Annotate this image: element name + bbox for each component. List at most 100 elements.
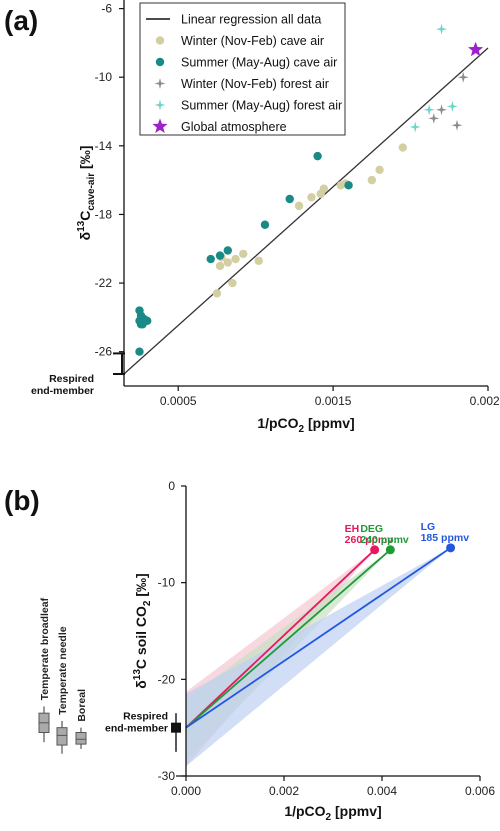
data-point [423, 104, 435, 116]
y-tick-label-a: -10 [95, 70, 113, 84]
series-line-deg [185, 549, 391, 729]
y-tick-label-a: -6 [101, 2, 112, 16]
series-name-label: LG [421, 521, 436, 533]
panel-a: (a) -26 -22 -18 -14 -10 -6 0.0005 0.0015 0.0025 Re… [4, 0, 500, 435]
panel-label-a: (a) [4, 5, 38, 36]
legend-label: Summer (May-Aug) forest air [181, 99, 342, 113]
data-point [254, 256, 263, 265]
x-axis-title-a: 1/pCO2 [ppmv] [257, 415, 354, 435]
data-point [446, 100, 458, 112]
data-point [239, 249, 248, 259]
data-point [215, 261, 225, 271]
legend-swatch [152, 118, 168, 133]
y-tick-label-b: -30 [158, 769, 176, 783]
legend-label: Global atmosphere [181, 120, 287, 134]
biome-label: Temperate broadleaf [39, 597, 51, 700]
y-tick-label-b: 0 [168, 479, 175, 493]
panel-label-b: (b) [4, 485, 40, 516]
series-endpoint-eh [370, 545, 380, 555]
respired-label-b: end-member [105, 723, 168, 735]
legend-label: Summer (May-Aug) cave air [181, 56, 337, 70]
series-a-4 [468, 41, 484, 57]
x-tick-label-b: 0.004 [367, 784, 397, 798]
respired-label-a: end-member [31, 385, 94, 397]
legend-swatch [155, 57, 165, 67]
data-point [398, 143, 408, 152]
series-endpoint-lg [446, 543, 456, 553]
data-point [307, 193, 316, 202]
data-point [468, 41, 484, 57]
biome-box [75, 732, 87, 745]
legend-swatch [155, 36, 165, 45]
x-tick-label-b: 0.000 [171, 784, 201, 798]
data-point [223, 258, 232, 267]
data-point [319, 184, 329, 193]
data-point [135, 347, 144, 356]
series-name-label: DEG [360, 523, 383, 535]
data-point [436, 23, 448, 35]
legend-label: Linear regression all data [181, 13, 321, 27]
series-line-lg [185, 547, 452, 729]
series-line-eh [185, 549, 376, 729]
legend-swatch [154, 78, 166, 89]
series-a-3 [409, 23, 458, 133]
biome-boxplot: Boreal [75, 689, 88, 749]
data-point [436, 104, 448, 116]
series-endpoint-deg [385, 545, 395, 555]
data-point [143, 316, 152, 326]
legend-a: Linear regression all data Winter (Nov-Fe… [139, 2, 346, 136]
series-a-1 [135, 151, 353, 356]
y-tick-label-b: -20 [158, 672, 176, 686]
uncertainty-band-lg [186, 547, 451, 767]
x-tick-label-b: 0.006 [465, 784, 495, 798]
data-point [375, 165, 384, 175]
data-point [215, 251, 225, 260]
respired-label-b: Respired [123, 711, 168, 723]
respired-label-a: Respired [49, 373, 94, 385]
data-point [294, 201, 304, 211]
data-point [231, 254, 240, 264]
data-point [285, 194, 294, 204]
data-point [136, 320, 146, 329]
y-tick-label-b: -10 [158, 576, 176, 590]
data-point [206, 254, 215, 264]
data-point [228, 278, 237, 288]
respired-marker-b [171, 722, 181, 733]
biome-boxplot: Temperate needle [56, 626, 69, 754]
regression-line [123, 47, 489, 375]
series-ppmv-label: 260 ppmv [345, 534, 394, 546]
legend-label: Winter (Nov-Feb) cave air [181, 34, 324, 48]
biome-boxplot: Temperate broadleaf [38, 597, 51, 743]
x-axis-title-b: 1/pCO2 [ppmv] [284, 803, 381, 823]
biome-label: Boreal [76, 689, 88, 722]
y-axis-title-b: δ13C soil CO2 [‰] [132, 573, 153, 688]
series-a-2 [428, 71, 469, 131]
biome-label: Temperate needle [57, 626, 69, 715]
y-tick-label-a: -22 [95, 276, 113, 290]
data-point [428, 112, 440, 124]
data-point [367, 175, 377, 185]
series-a-0 [212, 143, 408, 298]
x-tick-label-b: 0.002 [269, 784, 299, 798]
data-point [260, 220, 270, 229]
y-axis-title-a: δ13Ccave-air [‰] [76, 146, 97, 241]
y-tick-label-a: -18 [95, 207, 113, 221]
series-name-label: EH [345, 523, 360, 535]
legend-swatch [154, 99, 166, 111]
data-point [451, 119, 463, 131]
series-ppmv-label: 185 ppmv [421, 532, 470, 544]
x-tick-label-a: 0.0015 [315, 394, 352, 408]
x-tick-label-a: 0.0025 [470, 394, 500, 408]
data-point [409, 121, 421, 133]
legend-box-a [139, 2, 346, 136]
data-point [313, 151, 322, 161]
legend-label: Winter (Nov-Feb) forest air [181, 77, 329, 91]
data-point [457, 71, 469, 83]
y-tick-label-a: -26 [95, 345, 113, 359]
series-ppmv-label: 240 ppmv [360, 534, 409, 546]
data-point [223, 246, 232, 255]
data-point [212, 289, 222, 298]
biome-box [56, 727, 68, 746]
